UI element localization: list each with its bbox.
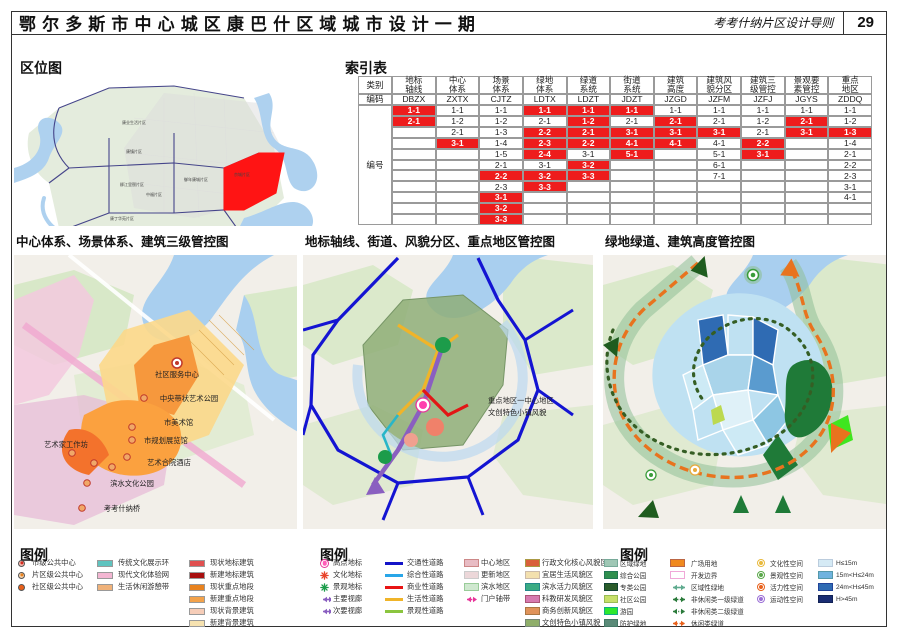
svg-text:柳江里颐片区: 柳江里颐片区 xyxy=(120,181,144,187)
svg-text:艺术家工作坊: 艺术家工作坊 xyxy=(44,440,88,449)
svg-text:中福片区: 中福片区 xyxy=(146,191,162,197)
svg-text:滨水文化公园: 滨水文化公园 xyxy=(110,479,154,488)
svg-text:市规划展览馆: 市规划展览馆 xyxy=(144,436,188,445)
svg-text:社区服务中心: 社区服务中心 xyxy=(155,370,199,379)
svg-text:文创特色小镇风貌: 文创特色小镇风貌 xyxy=(488,408,547,417)
svg-text:考考什纳桥: 考考什纳桥 xyxy=(104,504,141,513)
svg-text:艺术合院酒店: 艺术合院酒店 xyxy=(147,458,191,467)
svg-text:康镇片区: 康镇片区 xyxy=(126,148,142,154)
svg-text:御年康城片区: 御年康城片区 xyxy=(184,176,208,182)
svg-text:市美术馆: 市美术馆 xyxy=(164,418,193,427)
svg-text:康丁华苑片区: 康丁华苑片区 xyxy=(110,215,134,221)
svg-text:京城片区: 京城片区 xyxy=(234,171,250,177)
svg-text:中央带状艺术公园: 中央带状艺术公园 xyxy=(160,394,218,403)
svg-text:康业生活片区: 康业生活片区 xyxy=(122,119,146,125)
svg-text:重点地区一中心地区: 重点地区一中心地区 xyxy=(488,396,554,405)
